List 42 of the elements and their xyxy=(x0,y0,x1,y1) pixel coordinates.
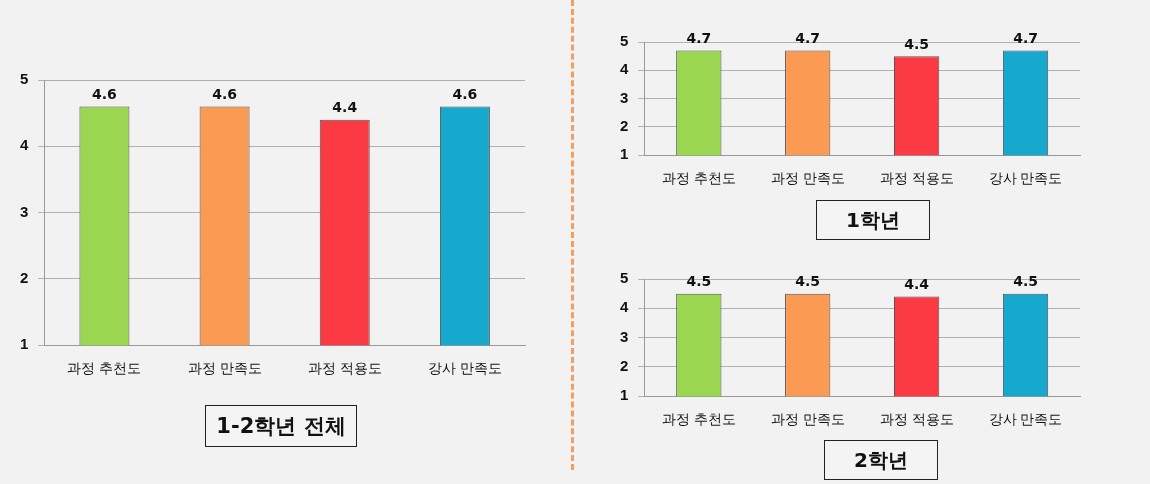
data-label: 4.5 xyxy=(904,35,930,52)
text: 2학년 xyxy=(824,440,938,480)
x-tick-label: 과정 적용도 xyxy=(879,411,954,428)
y-tick-label: 5 xyxy=(620,269,629,287)
data-label: 4.7 xyxy=(686,30,712,47)
text: 1학년 xyxy=(816,200,930,240)
x-tick-label: 과정 만족도 xyxy=(187,360,262,377)
x-tick-label: 과정 추천도 xyxy=(661,170,736,187)
x-tick-label: 과정 적용도 xyxy=(307,360,382,377)
y-tick-label: 5 xyxy=(620,32,629,50)
y-tick-label: 1 xyxy=(620,386,629,404)
data-label: 4.4 xyxy=(904,276,930,293)
y-tick-label: 3 xyxy=(620,88,629,106)
x-tick-label: 강사 만족도 xyxy=(988,411,1063,428)
data-label: 4.7 xyxy=(795,30,821,47)
x-tick-label: 과정 적용도 xyxy=(879,170,954,187)
y-tick-label: 1 xyxy=(20,335,29,353)
y-tick-label: 4 xyxy=(20,136,29,154)
data-label: 4.5 xyxy=(795,273,821,290)
data-label: 4.6 xyxy=(212,86,237,103)
x-tick-label: 과정 추천도 xyxy=(67,360,142,377)
y-tick-label: 1 xyxy=(620,145,629,163)
x-tick-label: 강사 만족도 xyxy=(988,170,1063,187)
y-tick-label: 2 xyxy=(20,269,29,287)
x-tick-label: 과정 만족도 xyxy=(770,411,845,428)
y-tick-label: 3 xyxy=(20,202,29,220)
data-label: 4.5 xyxy=(1013,273,1038,290)
y-tick-label: 2 xyxy=(620,357,629,375)
y-tick-label: 5 xyxy=(20,70,29,88)
x-tick-label: 과정 만족도 xyxy=(770,170,845,187)
data-label: 4.7 xyxy=(1013,30,1038,47)
data-label: 4.6 xyxy=(452,86,478,103)
x-tick-label: 강사 만족도 xyxy=(427,360,502,377)
x-tick-label: 과정 추천도 xyxy=(661,411,736,428)
data-label: 4.6 xyxy=(92,86,117,103)
data-label: 4.4 xyxy=(332,99,358,116)
y-tick-label: 4 xyxy=(620,60,629,78)
y-tick-label: 4 xyxy=(620,298,629,316)
y-tick-label: 3 xyxy=(620,327,629,345)
text: 1-2학년 전체 xyxy=(205,405,357,447)
data-label: 4.5 xyxy=(686,273,712,290)
y-tick-label: 2 xyxy=(620,117,629,135)
